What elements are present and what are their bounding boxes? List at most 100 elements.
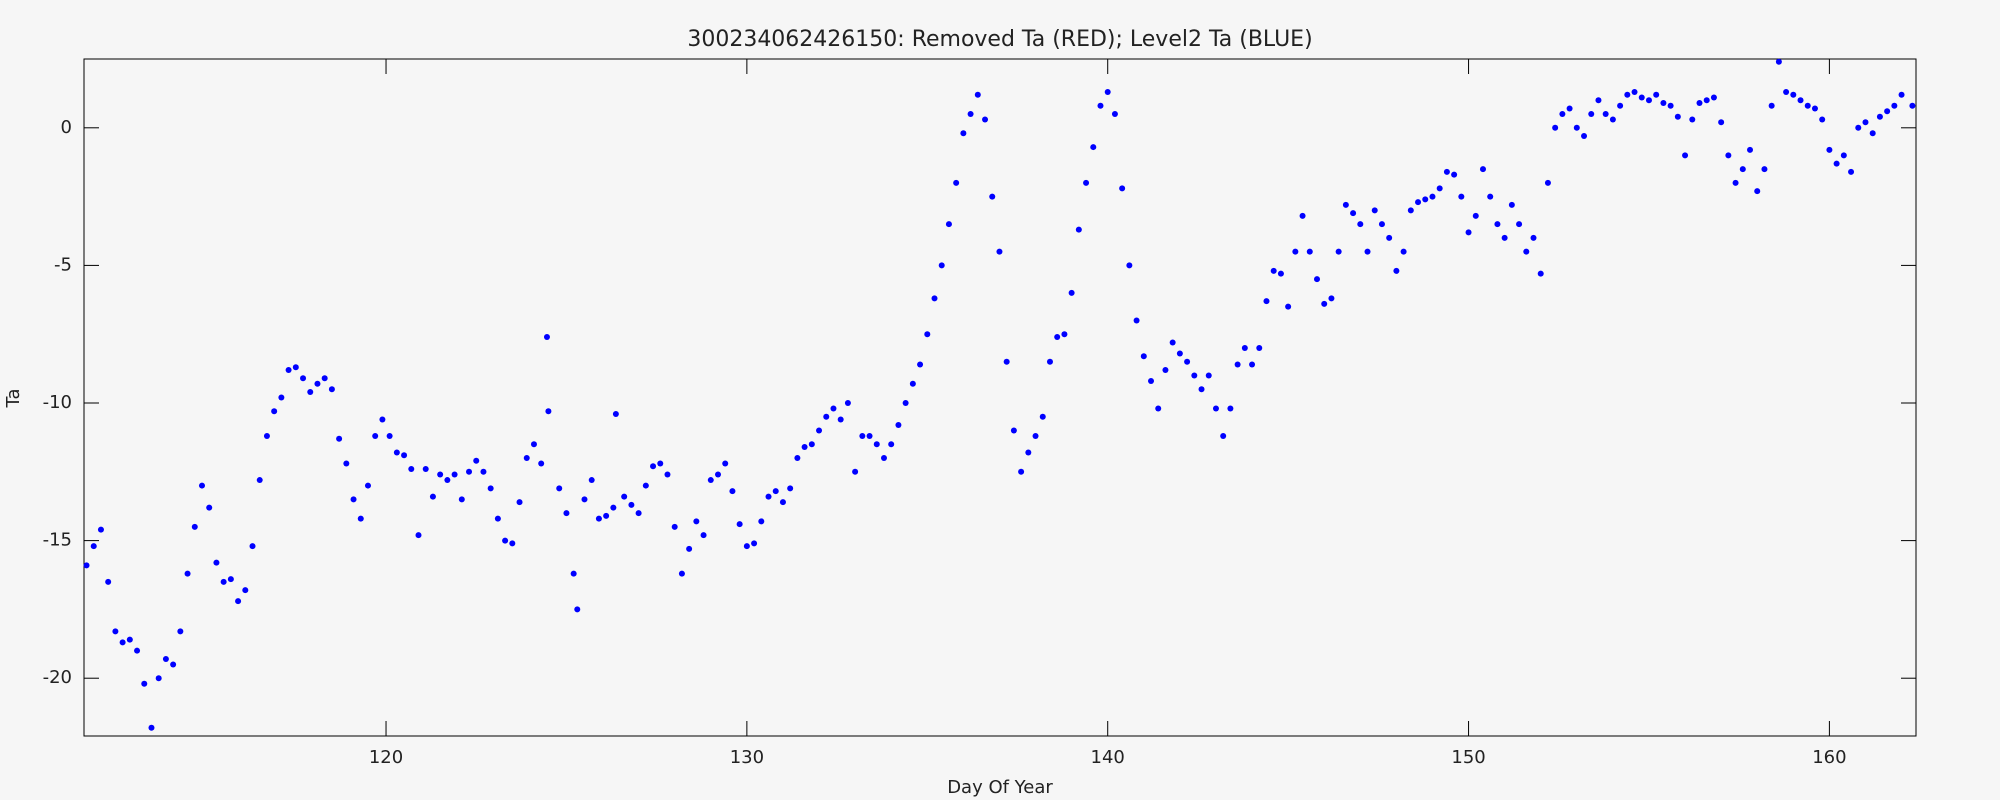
point xyxy=(1039,413,1046,420)
point xyxy=(336,435,343,442)
point xyxy=(888,441,895,448)
point xyxy=(642,482,649,489)
point xyxy=(227,576,234,583)
point xyxy=(1884,108,1891,115)
point xyxy=(707,477,714,484)
point xyxy=(1595,97,1602,104)
point xyxy=(321,375,328,382)
point xyxy=(191,523,198,530)
point xyxy=(715,471,722,478)
point xyxy=(263,433,270,440)
point xyxy=(170,661,177,668)
point xyxy=(1270,267,1277,274)
point xyxy=(1501,234,1508,241)
point xyxy=(1205,372,1212,379)
point xyxy=(1335,248,1342,255)
point xyxy=(328,386,335,393)
point xyxy=(105,578,112,585)
x-tick-label: 140 xyxy=(1091,747,1125,768)
point xyxy=(1140,353,1147,360)
point xyxy=(1768,102,1775,109)
point xyxy=(90,543,97,550)
point xyxy=(1010,427,1017,434)
point xyxy=(729,488,736,495)
point xyxy=(816,427,823,434)
point xyxy=(830,405,837,412)
point xyxy=(538,460,545,467)
point xyxy=(1256,344,1263,351)
point xyxy=(372,433,379,440)
point xyxy=(1249,361,1256,368)
point xyxy=(880,455,887,462)
point xyxy=(1227,405,1234,412)
point xyxy=(1602,111,1609,118)
point xyxy=(350,496,357,503)
point xyxy=(1018,468,1025,475)
point xyxy=(1119,185,1126,192)
point xyxy=(664,471,671,478)
point xyxy=(1747,146,1754,153)
point xyxy=(1869,130,1876,137)
point xyxy=(119,639,126,646)
point xyxy=(162,655,169,662)
point xyxy=(1552,124,1559,131)
point xyxy=(1386,234,1393,241)
point xyxy=(364,482,371,489)
point xyxy=(581,496,588,503)
point xyxy=(866,433,873,440)
x-tick-label: 130 xyxy=(730,747,764,768)
point xyxy=(1458,193,1465,200)
point xyxy=(1097,102,1104,109)
point xyxy=(1472,212,1479,219)
point xyxy=(1184,358,1191,365)
point xyxy=(184,570,191,577)
point xyxy=(1350,210,1357,217)
point xyxy=(83,562,90,569)
point xyxy=(343,460,350,467)
point xyxy=(931,295,938,302)
point xyxy=(1840,152,1847,159)
x-tick-label: 160 xyxy=(1812,747,1846,768)
point xyxy=(1674,113,1681,120)
point xyxy=(1725,152,1732,159)
point xyxy=(112,628,119,635)
point xyxy=(794,455,801,462)
point xyxy=(1328,295,1335,302)
point xyxy=(206,504,213,511)
point xyxy=(650,463,657,470)
point xyxy=(502,537,509,544)
point xyxy=(1689,116,1696,123)
point xyxy=(1790,91,1797,98)
point xyxy=(945,221,952,228)
point xyxy=(1833,160,1840,167)
point xyxy=(1761,166,1768,173)
point xyxy=(1090,144,1097,151)
point xyxy=(1479,166,1486,173)
point xyxy=(249,543,256,550)
point xyxy=(1378,221,1385,228)
point xyxy=(177,628,184,635)
point xyxy=(1061,331,1068,338)
point xyxy=(989,193,996,200)
point xyxy=(938,262,945,269)
point xyxy=(545,408,552,415)
point xyxy=(700,532,707,539)
y-tick-label: 0 xyxy=(61,117,72,138)
point xyxy=(1710,94,1717,101)
point xyxy=(722,460,729,467)
point xyxy=(996,248,1003,255)
point xyxy=(1645,97,1652,104)
point xyxy=(1566,105,1573,112)
point xyxy=(1718,119,1725,126)
point xyxy=(1407,207,1414,214)
point xyxy=(823,413,830,420)
point xyxy=(960,130,967,137)
point xyxy=(751,540,758,547)
point xyxy=(657,460,664,467)
point xyxy=(1306,248,1313,255)
point xyxy=(1739,166,1746,173)
point xyxy=(787,485,794,492)
point xyxy=(451,471,458,478)
point xyxy=(1609,116,1616,123)
point xyxy=(1342,201,1349,208)
